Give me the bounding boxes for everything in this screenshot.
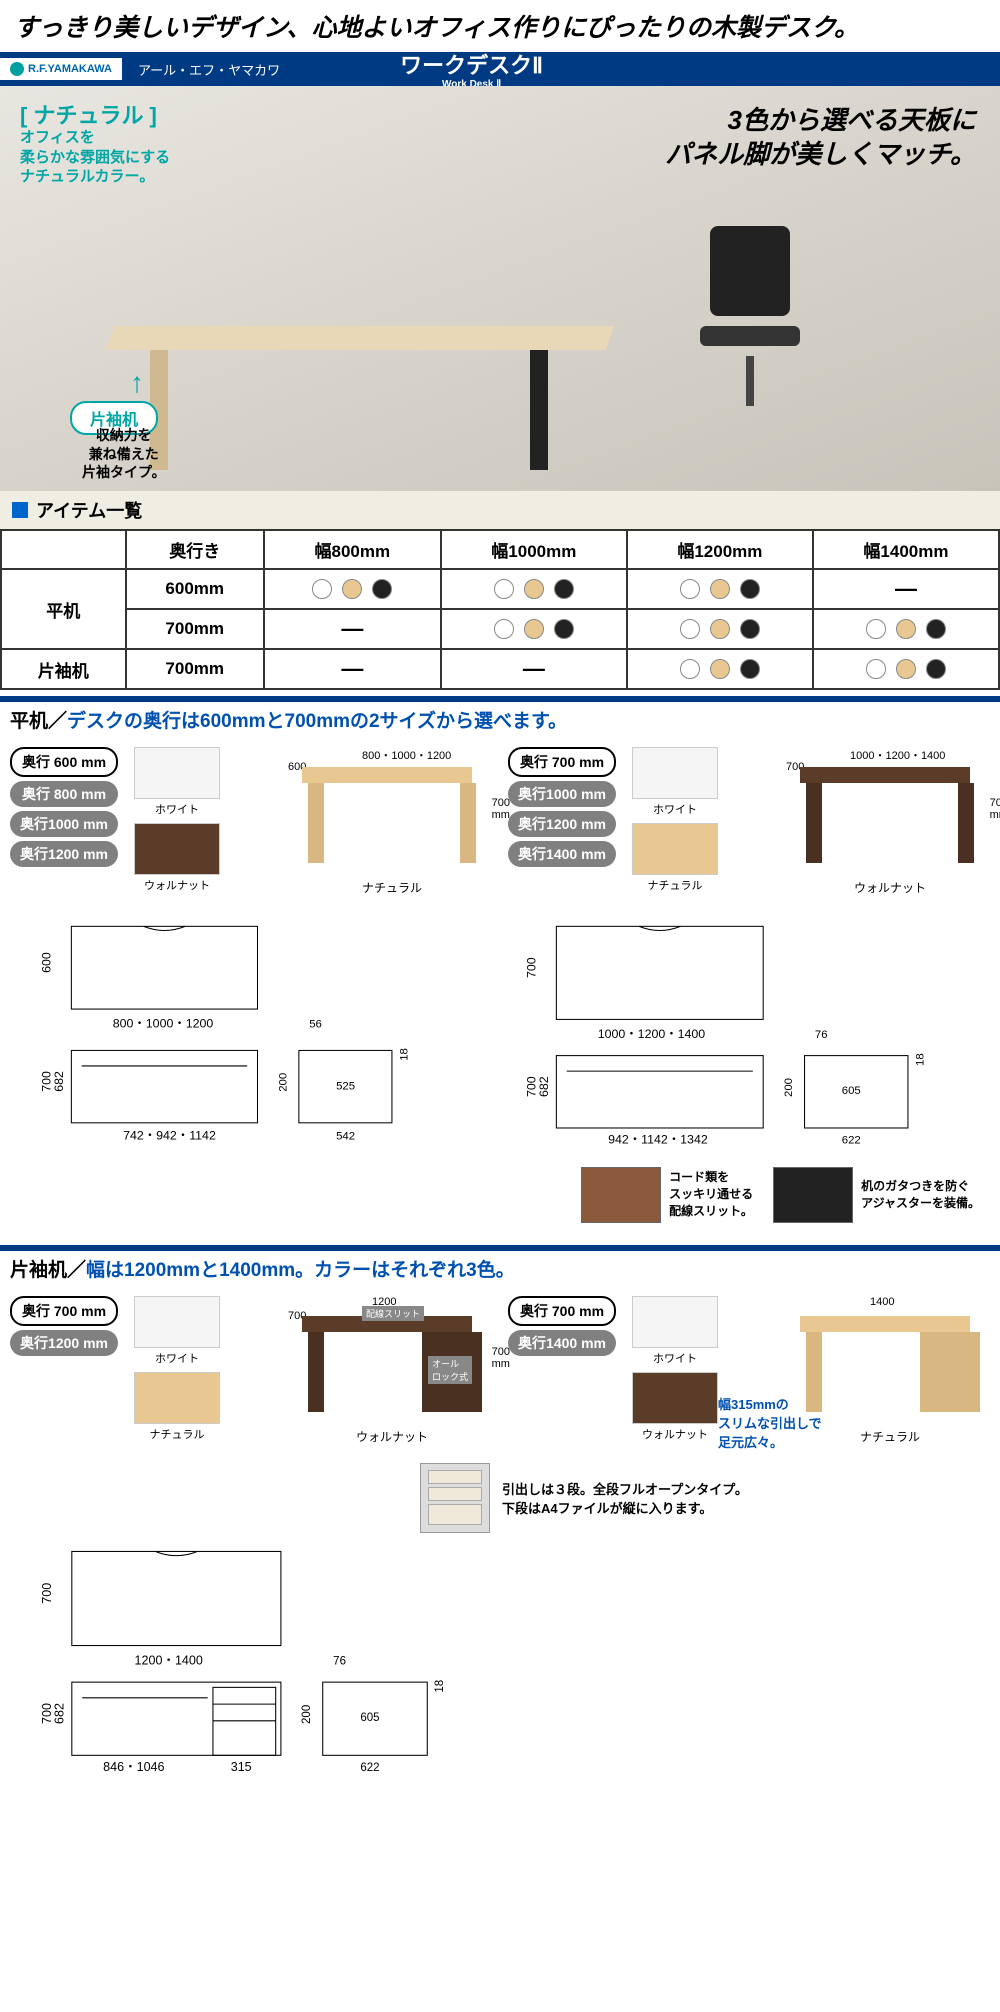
svg-text:525: 525 xyxy=(336,1081,355,1093)
brand-kana: アール・エフ・ヤマカワ xyxy=(138,60,280,79)
flat-desk-spec-row: 奥行 600 mm 奥行 800 mm 奥行1000 mm 奥行1200 mm … xyxy=(0,737,1000,906)
svg-text:942・1142・1342: 942・1142・1342 xyxy=(608,1133,708,1144)
hero-natural-label: [ ナチュラル ] xyxy=(20,98,157,130)
svg-text:622: 622 xyxy=(842,1135,861,1144)
svg-text:542: 542 xyxy=(336,1130,355,1142)
dim-svg-pedestal: 700 1200・1400 700 682 846・1046 315 76 18… xyxy=(30,1541,490,1771)
svg-text:76: 76 xyxy=(815,1029,828,1041)
hero-chair-render xyxy=(680,226,820,426)
svg-text:846・1046: 846・1046 xyxy=(103,1760,164,1771)
svg-text:682: 682 xyxy=(52,1071,66,1092)
dim-svg-d600: 600 800・1000・1200 700 682 742・942・1142 5… xyxy=(30,916,485,1144)
svg-text:200: 200 xyxy=(277,1073,289,1092)
desk-render-d600: 800・1000・1200 600 700 mm xyxy=(292,747,492,877)
svg-text:622: 622 xyxy=(360,1762,379,1771)
svg-text:600: 600 xyxy=(40,952,54,973)
pedestal-spec-row: 奥行 700 mm 奥行1200 mm ホワイト ナチュラル 1200 700 … xyxy=(0,1286,1000,1455)
section-lineup-title: アイテム一覧 xyxy=(0,491,1000,529)
svg-text:605: 605 xyxy=(360,1711,379,1723)
pedestal-desk-title: 片袖机／幅は1200mmと1400mm。カラーはそれぞれ3色。 xyxy=(0,1251,1000,1286)
hero-badge-desc: 収納力を 兼ね備えた 片袖タイプ。 xyxy=(82,426,166,481)
lineup-table: 奥行き 幅800mm 幅1000mm 幅1200mm 幅1400mm 平机 60… xyxy=(0,529,1000,690)
svg-text:76: 76 xyxy=(333,1655,346,1667)
svg-text:1000・1200・1400: 1000・1200・1400 xyxy=(598,1027,706,1041)
svg-text:605: 605 xyxy=(842,1085,861,1097)
drawer-width-note: 幅315mmの スリムな引出しで 足元広々。 xyxy=(718,1394,822,1451)
svg-text:682: 682 xyxy=(52,1703,66,1724)
brand-logo: R.F.YAMAKAWA xyxy=(0,58,122,80)
drawer-note: 引出しは３段。全段フルオープンタイプ。 下段はA4ファイルが縦に入ります。 xyxy=(420,1455,1000,1541)
pedestal-dimension-drawings: 700 1200・1400 700 682 846・1046 315 76 18… xyxy=(0,1541,1000,1786)
square-icon xyxy=(12,502,28,518)
headline: すっきり美しいデザイン、心地よいオフィス作りにぴったりの木製デスク。 xyxy=(0,0,1000,52)
feature-image xyxy=(581,1167,661,1223)
table-row: 平机 600mm — xyxy=(1,569,999,609)
svg-text:682: 682 xyxy=(537,1076,551,1097)
flat-d600-col: 奥行 600 mm 奥行 800 mm 奥行1000 mm 奥行1200 mm … xyxy=(10,747,492,896)
desk-render-d700: 1000・1200・1400 700 700 mm xyxy=(790,747,990,877)
svg-text:315: 315 xyxy=(231,1760,252,1771)
svg-text:700: 700 xyxy=(40,1582,54,1603)
svg-text:1200・1400: 1200・1400 xyxy=(135,1653,203,1667)
flat-features: コード類を スッキリ通せる 配線スリット。 机のガタつきを防ぐ アジャスターを装… xyxy=(0,1159,1000,1239)
table-row: 700mm — xyxy=(1,609,999,649)
hero-arrow-icon: ↑ xyxy=(130,367,144,399)
feature-image xyxy=(773,1167,853,1223)
svg-text:18: 18 xyxy=(914,1053,926,1066)
brand-title: ワークデスクⅡ Work Desk Ⅱ xyxy=(400,48,543,90)
flat-dimension-drawings: 600 800・1000・1200 700 682 742・942・1142 5… xyxy=(0,906,1000,1159)
svg-text:742・942・1142: 742・942・1142 xyxy=(123,1128,216,1142)
size-pills: 奥行 600 mm 奥行 800 mm 奥行1000 mm 奥行1200 mm xyxy=(10,747,118,867)
color-swatches xyxy=(273,579,432,599)
drawer-image xyxy=(420,1463,490,1533)
svg-text:200: 200 xyxy=(783,1078,795,1097)
hero-right-copy: 3色から選べる天板にパネル脚が美しくマッチ。 xyxy=(665,104,976,172)
pedestal-1200-col: 奥行 700 mm 奥行1200 mm ホワイト ナチュラル 1200 700 … xyxy=(10,1296,492,1445)
dim-svg-d700: 700 1000・1200・1400 700 682 942・1142・1342… xyxy=(515,916,970,1144)
hero-image: [ ナチュラル ] オフィスを 柔らかな雰囲気にする ナチュラルカラー。 3色か… xyxy=(0,86,1000,491)
table-row: 片袖机 700mm — — xyxy=(1,649,999,689)
table-row: 奥行き 幅800mm 幅1000mm 幅1200mm 幅1400mm xyxy=(1,530,999,569)
svg-text:56: 56 xyxy=(309,1019,322,1031)
hero-natural-desc: オフィスを 柔らかな雰囲気にする ナチュラルカラー。 xyxy=(20,128,170,187)
desk-render-p1200: 1200 700 配線スリット オール ロック式 700 mm xyxy=(292,1296,492,1426)
svg-text:18: 18 xyxy=(434,1679,446,1692)
pedestal-1400-col: 奥行 700 mm 奥行1400 mm ホワイト ウォルナット 1400 ナチュ… xyxy=(508,1296,990,1445)
feature-adjuster: 机のガタつきを防ぐ アジャスターを装備。 xyxy=(773,1167,980,1223)
brand-bar: R.F.YAMAKAWA アール・エフ・ヤマカワ ワークデスクⅡ Work De… xyxy=(0,52,1000,86)
flat-d700-col: 奥行 700 mm 奥行1000 mm 奥行1200 mm 奥行1400 mm … xyxy=(508,747,990,896)
feature-cable-slit: コード類を スッキリ通せる 配線スリット。 xyxy=(581,1167,753,1223)
color-thumbs: ホワイト ウォルナット xyxy=(134,747,220,893)
svg-text:200: 200 xyxy=(301,1704,313,1723)
svg-text:800・1000・1200: 800・1000・1200 xyxy=(113,1017,214,1031)
flat-desk-title: 平机／デスクの奥行は600mmと700mmの2サイズから選べます。 xyxy=(0,702,1000,737)
svg-text:700: 700 xyxy=(525,957,539,978)
svg-text:18: 18 xyxy=(398,1048,410,1061)
